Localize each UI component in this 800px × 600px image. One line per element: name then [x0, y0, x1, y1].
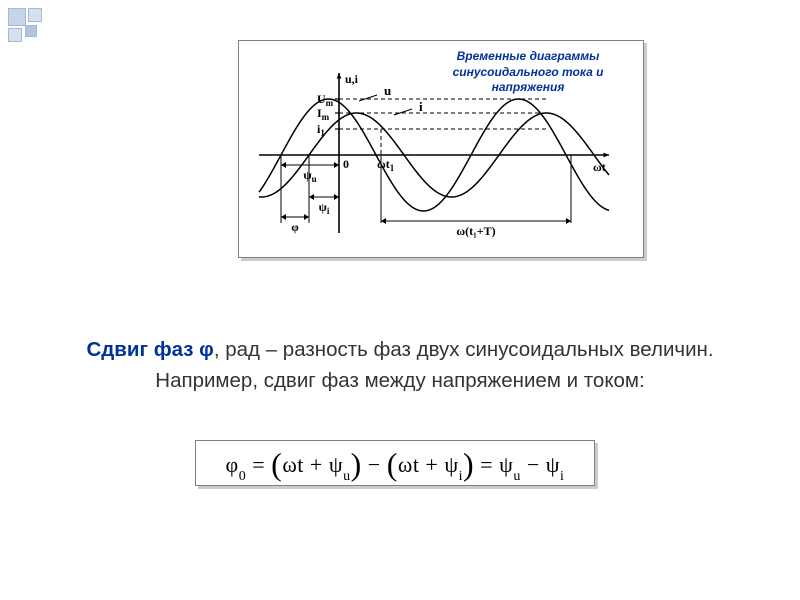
rparen2: ) [463, 446, 474, 482]
rparen1: ) [351, 446, 362, 482]
minus2: − ψ [521, 452, 560, 477]
svg-text:ψu: ψu [303, 168, 316, 184]
wt-psi-i: ωt + ψ [398, 452, 459, 477]
svg-text:φ: φ [291, 220, 299, 234]
svg-text:u,i: u,i [345, 72, 359, 86]
minus1: − [362, 452, 387, 477]
svg-text:u: u [384, 83, 391, 98]
svg-text:ψi: ψi [319, 200, 330, 216]
lparen2: ( [387, 446, 398, 482]
body-text-rest: , рад – разность фаз двух синусоидальных… [155, 338, 713, 392]
svg-text:ωt1: ωt1 [377, 157, 395, 173]
sine-chart: u,iωt0uiUmImi1ωt1ψuψiφω(t₁+T) [249, 71, 639, 251]
formula: φ0 = (ωt + ψu) − (ωt + ψi) = ψu − ψi [226, 443, 565, 482]
lparen1: ( [271, 446, 282, 482]
svg-text:i: i [419, 99, 423, 114]
svg-text:Im: Im [317, 106, 330, 122]
svg-text:i1: i1 [317, 122, 325, 138]
sub-u1: u [343, 469, 351, 484]
caption-line-1: Временные диаграммы [457, 49, 600, 63]
svg-text:0: 0 [343, 157, 349, 171]
formula-container: φ0 = (ωt + ψu) − (ωt + ψi) = ψu − ψi [195, 440, 595, 486]
sub0: 0 [239, 469, 247, 484]
diagram-container: Временные диаграммы синусоидального тока… [238, 40, 644, 258]
svg-text:ω(t₁+T): ω(t₁+T) [456, 224, 495, 238]
term-phase-shift: Сдвиг фаз φ [86, 338, 213, 361]
eq1: = [246, 452, 271, 477]
phi0: φ [226, 452, 239, 477]
wt-psi-u: ωt + ψ [282, 452, 343, 477]
body-text: Сдвиг фаз φ, рад – разность фаз двух син… [60, 335, 740, 397]
sub-u2: u [513, 469, 521, 484]
eq2: = ψ [474, 452, 513, 477]
sub-i2: i [560, 469, 564, 484]
